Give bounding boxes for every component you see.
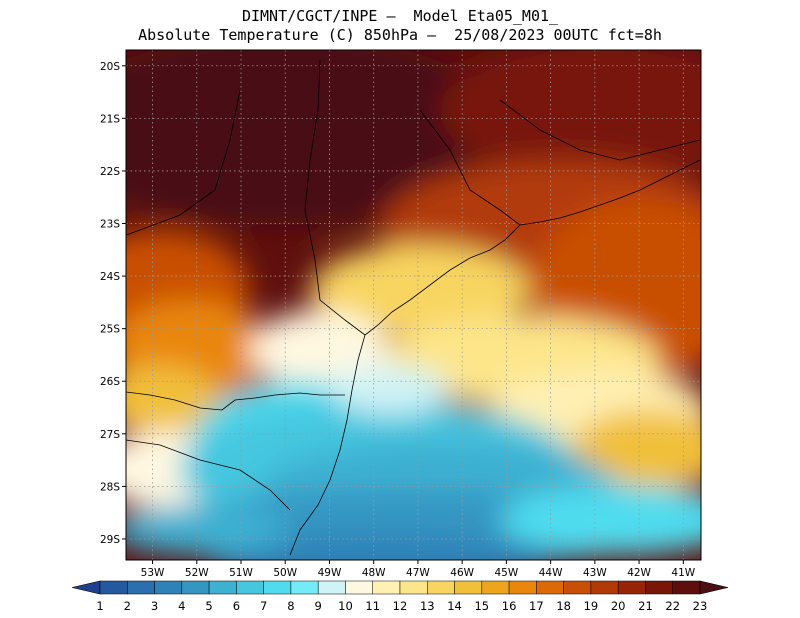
colorbar-label: 3: [151, 599, 158, 613]
longitude-labels: 53W 52W 51W 50W 49W 48W 47W 46W 45W 44W 43W 42W 41W: [141, 560, 696, 579]
lon-label: 45W: [495, 567, 519, 579]
colorbar-label: 4: [178, 599, 185, 613]
colorbar-label: 22: [665, 599, 680, 613]
colorbar-label: 17: [529, 599, 544, 613]
grid-lines: [126, 50, 701, 560]
colorbar-label: 9: [315, 599, 322, 613]
colorbar-swatch: [427, 580, 455, 595]
colorbar-label: 7: [260, 599, 267, 613]
lon-label: 52W: [185, 567, 209, 579]
colorbar-label: 16: [502, 599, 517, 613]
lon-label: 42W: [627, 567, 651, 579]
colorbar-label: 18: [556, 599, 571, 613]
colorbar-label: 2: [124, 599, 131, 613]
colorbar-label: 19: [584, 599, 599, 613]
lat-label: 24S: [100, 271, 120, 283]
colorbar-swatch: [563, 580, 592, 595]
lon-label: 49W: [318, 567, 342, 579]
lat-label: 20S: [100, 61, 120, 73]
lon-label: 41W: [671, 567, 695, 579]
colorbar-swatch: [645, 580, 673, 595]
colorbar-label: 13: [420, 599, 435, 613]
colorbar-label: 20: [611, 599, 626, 613]
colorbar-swatch: [590, 580, 619, 595]
colorbar-label: 1: [96, 599, 103, 613]
lat-label: 21S: [100, 113, 120, 125]
colorbar-swatch: [672, 580, 701, 595]
colorbar-swatch: [208, 580, 237, 595]
colorbar-swatch: [127, 580, 155, 595]
colorbar-swatch: [290, 580, 319, 595]
colorbar-swatch: [181, 580, 210, 595]
colorbar-swatch: [399, 580, 428, 595]
colorbar-swatch: [454, 580, 483, 595]
colorbar-arrow-right: [699, 580, 729, 595]
colorbar-swatch: [154, 580, 183, 595]
colorbar-label: 11: [365, 599, 380, 613]
lon-label: 47W: [406, 567, 430, 579]
colorbar-arrow-left: [71, 580, 101, 595]
lat-label: 22S: [100, 166, 120, 178]
colorbar-swatch: [372, 580, 401, 595]
lon-label: 53W: [141, 567, 165, 579]
colorbar-label: 10: [338, 599, 353, 613]
colorbar: 1 2 3 4 5 6 7 8 9 10 11 12 13 14 15 16 17 18 19 20 21 22 23: [71, 580, 729, 613]
colorbar-swatch: [536, 580, 564, 595]
temperature-field: [126, 50, 701, 560]
colorbar-label: 5: [205, 599, 212, 613]
lon-label: 44W: [539, 567, 563, 579]
lon-label: 46W: [450, 567, 474, 579]
latitude-labels: 20S 21S 22S 23S 24S 25S 26S 27S 28S 29S: [100, 61, 126, 546]
colorbar-swatch: [617, 580, 646, 595]
colorbar-swatch: [236, 580, 264, 595]
map-title-line1: DIMNT/CGCT/INPE – Model Eta05_M01_: [241, 7, 559, 25]
colorbar-label: 14: [447, 599, 462, 613]
lat-label: 25S: [100, 324, 120, 336]
colorbar-swatch: [481, 580, 510, 595]
lon-label: 50W: [273, 567, 297, 579]
lat-label: 27S: [100, 429, 120, 441]
colorbar-label: 21: [638, 599, 653, 613]
colorbar-label: 23: [693, 599, 708, 613]
colorbar-swatch: [99, 580, 128, 595]
colorbar-label: 12: [393, 599, 408, 613]
lat-label: 26S: [100, 376, 120, 388]
lat-label: 28S: [100, 481, 120, 493]
colorbar-label: 6: [233, 599, 240, 613]
colorbar-swatch: [508, 580, 537, 595]
colorbar-label: 8: [287, 599, 294, 613]
lon-label: 48W: [362, 567, 386, 579]
lon-label: 43W: [583, 567, 607, 579]
colorbar-label: 15: [474, 599, 489, 613]
map-frame: [125, 49, 702, 561]
coastline-borders: [126, 59, 701, 556]
lat-label: 23S: [100, 219, 120, 231]
colorbar-swatch: [317, 580, 346, 595]
colorbar-swatch: [263, 580, 292, 595]
colorbar-swatch: [345, 580, 373, 595]
lon-label: 51W: [229, 567, 253, 579]
lat-label: 29S: [100, 534, 120, 546]
map-title-line2: Absolute Temperature (C) 850hPa – 25/08/…: [138, 26, 662, 44]
